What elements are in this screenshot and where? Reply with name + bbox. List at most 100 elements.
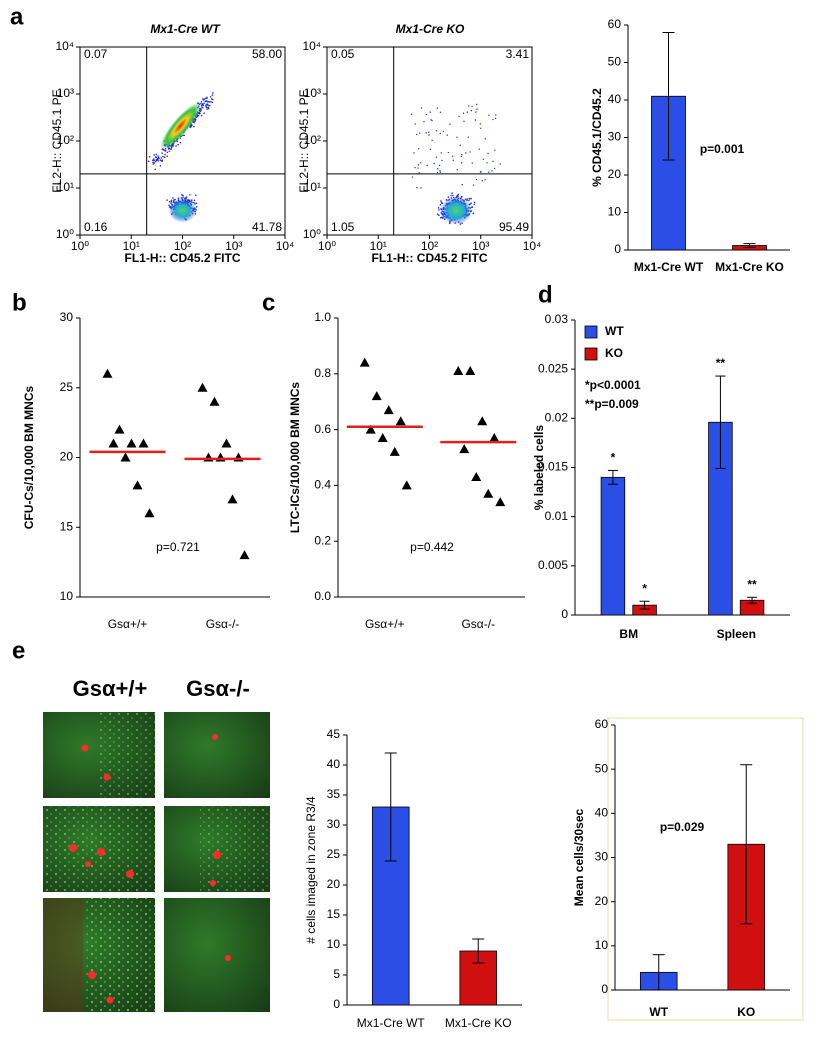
- y-tick-label: 10: [595, 938, 609, 952]
- flow-events: [147, 92, 214, 223]
- event-dot: [206, 103, 208, 105]
- event-dot: [438, 164, 441, 167]
- x-tick-label: KO: [737, 1005, 755, 1019]
- event-dot: [475, 111, 477, 113]
- y-tick-label: 1.0: [314, 310, 331, 324]
- event-dot: [417, 167, 419, 169]
- data-point: [359, 357, 370, 367]
- y-tick-label: 20: [60, 450, 74, 464]
- y-tick-label: 10⁴: [55, 39, 74, 53]
- annotation: p=0.721: [156, 540, 200, 554]
- event-dot: [420, 187, 422, 189]
- event-dot: [180, 197, 183, 199]
- y-tick-label: 40: [327, 757, 341, 771]
- event-dot: [440, 200, 442, 202]
- event-dot: [471, 105, 473, 108]
- data-point: [459, 444, 470, 454]
- data-point: [138, 438, 149, 448]
- event-dot: [153, 162, 156, 164]
- panel-letter: b: [12, 289, 27, 316]
- event-dot: [430, 119, 432, 121]
- event-dot: [199, 112, 201, 115]
- event-dot: [475, 178, 478, 181]
- y-tick-label: 40: [595, 806, 609, 820]
- event-dot: [416, 186, 418, 189]
- event-dot: [204, 100, 207, 103]
- y-tick-label: 0.8: [314, 366, 331, 380]
- data-point: [108, 438, 119, 448]
- data-point: [483, 488, 494, 498]
- y-tick-label: 0: [614, 242, 621, 256]
- event-dot: [164, 153, 166, 156]
- micrograph: [164, 712, 270, 798]
- annotation: p=0.442: [410, 540, 454, 554]
- data-point: [197, 382, 208, 392]
- event-dot: [456, 169, 458, 171]
- event-dot: [167, 148, 170, 150]
- panel-letter: d: [538, 281, 553, 308]
- significance-label: *: [611, 451, 616, 465]
- y-tick-label: 15: [60, 519, 74, 533]
- event-dot: [211, 94, 214, 96]
- tint: [43, 898, 83, 1012]
- event-dot: [207, 104, 209, 107]
- event-dot: [437, 214, 440, 217]
- event-dot: [478, 148, 480, 150]
- event-dot: [166, 199, 168, 201]
- y-tick-label: 20: [608, 167, 622, 181]
- event-dot: [168, 204, 170, 207]
- y-axis-label: # cells imaged in zone R3/4: [304, 796, 318, 944]
- plot-frame: [326, 46, 533, 236]
- event-dot: [491, 170, 493, 172]
- event-dot: [163, 156, 166, 159]
- event-dot: [437, 168, 439, 170]
- event-dot: [190, 199, 193, 201]
- y-tick-label: 30: [595, 850, 609, 864]
- y-tick-label: 0.4: [314, 478, 331, 492]
- event-dot: [174, 198, 176, 201]
- event-dot: [495, 114, 497, 116]
- event-dot: [476, 103, 478, 106]
- event-dot: [499, 163, 501, 165]
- cell: [210, 880, 216, 886]
- data-point: [132, 480, 143, 490]
- event-dot: [439, 132, 441, 135]
- x-tick-label: 10⁴: [523, 239, 542, 253]
- y-tick-label: 0: [601, 982, 608, 996]
- y-tick-label: 40: [608, 92, 622, 106]
- event-dot: [494, 149, 496, 151]
- chart-title: Mx1-Cre KO: [396, 22, 465, 36]
- legend-swatch: [584, 325, 598, 339]
- y-tick-label: 0.005: [538, 558, 568, 572]
- event-dot: [208, 100, 211, 103]
- event-dot: [182, 196, 184, 198]
- event-dot: [200, 109, 202, 112]
- event-dot: [452, 159, 454, 161]
- x-tick-label: Mx1-Cre WT: [357, 1016, 426, 1030]
- event-dot: [438, 209, 440, 211]
- event-dot: [450, 194, 452, 197]
- data-point: [495, 497, 506, 507]
- event-dot: [461, 195, 463, 198]
- event-dot: [428, 134, 430, 136]
- event-dot: [447, 196, 450, 198]
- event-dot: [449, 123, 451, 125]
- event-dot: [194, 120, 197, 122]
- event-dot: [439, 111, 442, 113]
- event-dot: [447, 151, 450, 154]
- event-dot: [195, 202, 198, 205]
- event-dot: [207, 106, 210, 109]
- event-dot: [182, 194, 184, 197]
- y-tick-label: 0.2: [314, 533, 331, 547]
- y-axis-label: LTC-ICs/100,000 BM MNCs: [288, 382, 302, 533]
- quadrant-label: 0.07: [84, 47, 108, 61]
- event-dot: [425, 113, 428, 116]
- event-dot: [189, 194, 191, 196]
- event-dot: [435, 156, 438, 158]
- speckle: [85, 898, 155, 1012]
- x-tick-label: 10¹: [370, 239, 387, 253]
- x-tick-label: 10⁰: [318, 239, 336, 253]
- event-dot: [433, 162, 435, 165]
- event-dot: [476, 108, 478, 110]
- event-dot: [486, 162, 488, 164]
